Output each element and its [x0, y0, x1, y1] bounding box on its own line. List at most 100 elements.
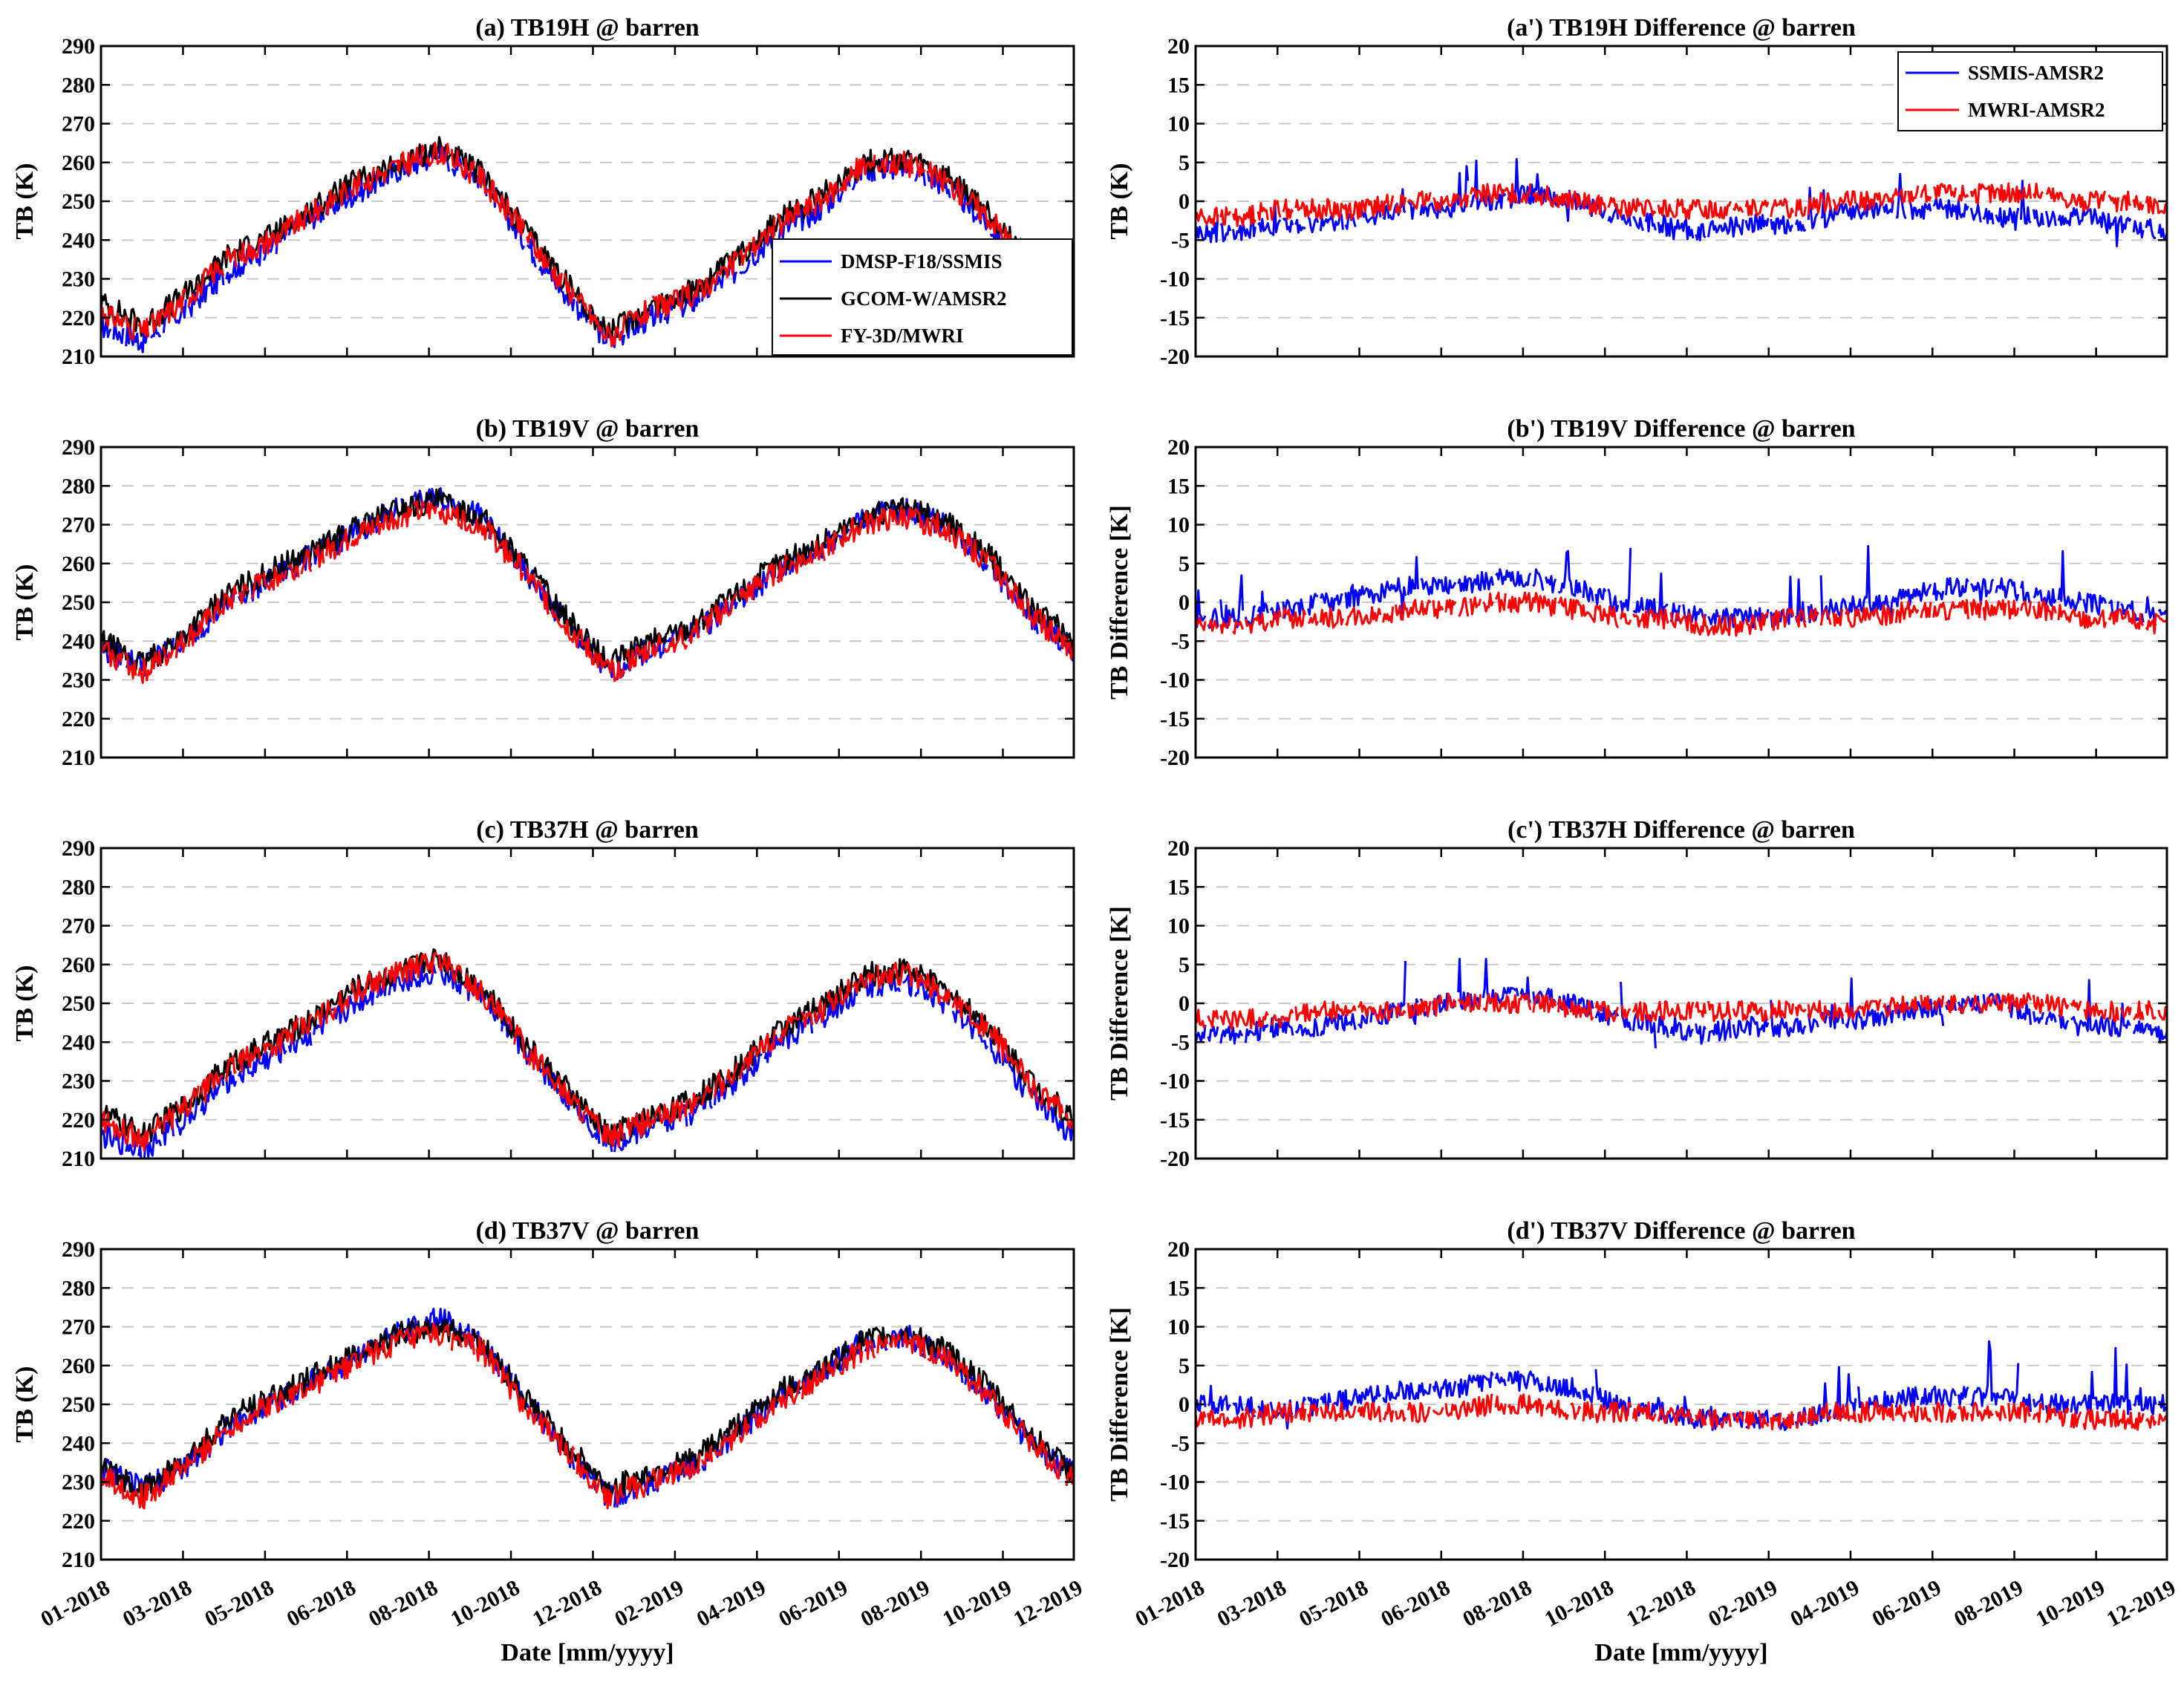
legend-label: GCOM-W/AMSR2 — [841, 287, 1006, 310]
y-tick-label: -10 — [1160, 267, 1190, 292]
panel-d: 210 220 230 240 250 260 270 280 290 (d) TB37V @ b… — [11, 1217, 1086, 1667]
panel-c2: -20 -15 -10 -5 0 5 10 15 20 (c') TB37H Difference… — [1106, 816, 2168, 1171]
legend-label: MWRI-AMSR2 — [1968, 99, 2105, 121]
panel-title: (b') TB19V Difference @ barren — [1507, 415, 1855, 443]
panel-title: (c) TB37H @ barren — [476, 816, 699, 844]
x-tick-label: 04-2019 — [693, 1575, 770, 1632]
y-tick-label: 260 — [62, 1354, 95, 1378]
series-line-mwri-amsr2 — [1196, 1393, 2167, 1431]
y-tick-label: 10 — [1167, 1315, 1190, 1340]
y-tick-label: 220 — [62, 306, 95, 330]
series-line-fy-3d-mwri — [101, 141, 1074, 348]
y-tick-label: 280 — [62, 73, 95, 97]
x-tick-label: 10-2018 — [447, 1575, 524, 1632]
y-tick-label: 250 — [62, 1392, 95, 1417]
panel-d2: -20 -15 -10 -5 0 5 10 15 20 (d') TB37V Difference… — [1106, 1217, 2180, 1667]
y-tick-label: 10 — [1167, 112, 1190, 137]
y-tick-label: -10 — [1160, 668, 1190, 693]
x-tick-label: 06-2018 — [1377, 1575, 1454, 1632]
x-tick-label: 08-2019 — [857, 1575, 934, 1632]
y-tick-label: 280 — [62, 1276, 95, 1300]
y-tick-label: 5 — [1179, 1354, 1190, 1378]
x-tick-label: 05-2018 — [201, 1575, 278, 1632]
panel-a2: -20 -15 -10 -5 0 5 10 15 20 (a') TB19H Difference… — [1106, 14, 2168, 369]
y-tick-label: 20 — [1167, 435, 1190, 460]
y-axis-label: TB (K) — [11, 163, 39, 240]
panel-b: 210 220 230 240 250 260 270 280 290 (b) TB19V @ b… — [11, 415, 1075, 770]
x-tick-label: 06-2019 — [1868, 1575, 1946, 1632]
y-tick-label: 250 — [62, 189, 95, 214]
y-tick-label: 15 — [1167, 73, 1190, 97]
y-tick-label: 0 — [1179, 991, 1190, 1016]
x-tick-label: 10-2018 — [1541, 1575, 1618, 1632]
y-tick-label: 210 — [62, 345, 95, 369]
series-line-fy-3d-mwri — [101, 500, 1074, 684]
series-line-ssmis-amsr2 — [1196, 157, 2167, 247]
y-tick-label: 230 — [62, 1069, 95, 1094]
y-axis-label: TB Difference [K] — [1106, 1307, 1133, 1502]
x-tick-label: 10-2019 — [939, 1575, 1016, 1632]
y-tick-label: 15 — [1167, 875, 1190, 899]
y-tick-label: 5 — [1179, 552, 1190, 576]
y-tick-label: -20 — [1160, 746, 1190, 770]
y-tick-label: 250 — [62, 590, 95, 615]
series-line-mwri-amsr2 — [1196, 591, 2167, 637]
panel-title: (c') TB37H Difference @ barren — [1507, 816, 1855, 844]
panel-title: (d) TB37V @ barren — [476, 1217, 700, 1245]
panel-b2: -20 -15 -10 -5 0 5 10 15 20 (b') TB19V Difference… — [1106, 415, 2168, 770]
y-tick-label: 20 — [1167, 836, 1190, 861]
x-tick-label: 04-2019 — [1786, 1575, 1863, 1632]
y-tick-label: 270 — [62, 1315, 95, 1340]
x-tick-label: 02-2019 — [610, 1575, 688, 1632]
x-tick-label: 12-2019 — [2102, 1575, 2180, 1632]
panel-a: 210 220 230 240 250 260 270 280 290 (a) TB19H @ b… — [11, 14, 1075, 369]
y-tick-label: 10 — [1167, 914, 1190, 939]
y-tick-label: 0 — [1179, 189, 1190, 214]
panel-title: (b) TB19V @ barren — [476, 415, 700, 443]
y-tick-label: 240 — [62, 1431, 95, 1456]
y-tick-label: -15 — [1160, 1108, 1190, 1133]
y-axis-label: TB (K) — [11, 965, 39, 1042]
y-tick-label: -10 — [1160, 1470, 1190, 1495]
y-tick-label: 250 — [62, 991, 95, 1016]
y-tick-label: 270 — [62, 914, 95, 939]
legend-left: DMSP-F18/SSMIS GCOM-W/AMSR2 FY-3D/MWRI — [772, 238, 1073, 356]
y-tick-label: 280 — [62, 875, 95, 899]
y-tick-label: 0 — [1179, 1392, 1190, 1417]
y-tick-label: 270 — [62, 513, 95, 538]
y-tick-label: 5 — [1179, 151, 1190, 175]
y-tick-label: -5 — [1171, 228, 1190, 253]
legend-right: SSMIS-AMSR2 MWRI-AMSR2 — [1897, 51, 2163, 131]
panel-title: (a) TB19H @ barren — [475, 14, 700, 42]
x-axis-label: Date [mm/yyyy] — [501, 1639, 674, 1667]
x-tick-label: 06-2018 — [283, 1575, 360, 1632]
y-tick-label: 260 — [62, 151, 95, 175]
y-tick-label: 15 — [1167, 474, 1190, 498]
y-tick-label: -5 — [1171, 629, 1190, 654]
x-tick-label: 08-2019 — [1950, 1575, 2027, 1632]
series-line-mwri-amsr2 — [1196, 182, 2167, 227]
y-tick-label: 290 — [62, 34, 95, 59]
y-tick-label: 290 — [62, 836, 95, 861]
y-tick-label: -20 — [1160, 1548, 1190, 1572]
y-tick-label: 210 — [62, 1147, 95, 1171]
series-line-mwri-amsr2 — [1196, 992, 2167, 1030]
y-tick-label: 210 — [62, 746, 95, 770]
y-tick-label: 230 — [62, 668, 95, 693]
y-tick-label: -15 — [1160, 306, 1190, 330]
x-tick-label: 08-2018 — [365, 1575, 442, 1632]
y-tick-label: -10 — [1160, 1069, 1190, 1094]
legend-box — [1897, 51, 2163, 131]
y-tick-label: 210 — [62, 1548, 95, 1572]
y-axis-label: TB (K) — [11, 1366, 39, 1443]
series-line-fy-3d-mwri — [101, 1323, 1074, 1510]
x-tick-label: 01-2018 — [36, 1575, 114, 1632]
series-line-fy-3d-mwri — [101, 951, 1074, 1152]
y-axis-label: TB Difference [K] — [1106, 505, 1133, 700]
y-tick-label: 240 — [62, 1030, 95, 1055]
x-axis-label: Date [mm/yyyy] — [1594, 1639, 1767, 1667]
y-tick-label: -5 — [1171, 1431, 1190, 1456]
y-tick-label: 260 — [62, 953, 95, 977]
legend-label: SSMIS-AMSR2 — [1968, 62, 2104, 84]
y-tick-label: 15 — [1167, 1276, 1190, 1300]
